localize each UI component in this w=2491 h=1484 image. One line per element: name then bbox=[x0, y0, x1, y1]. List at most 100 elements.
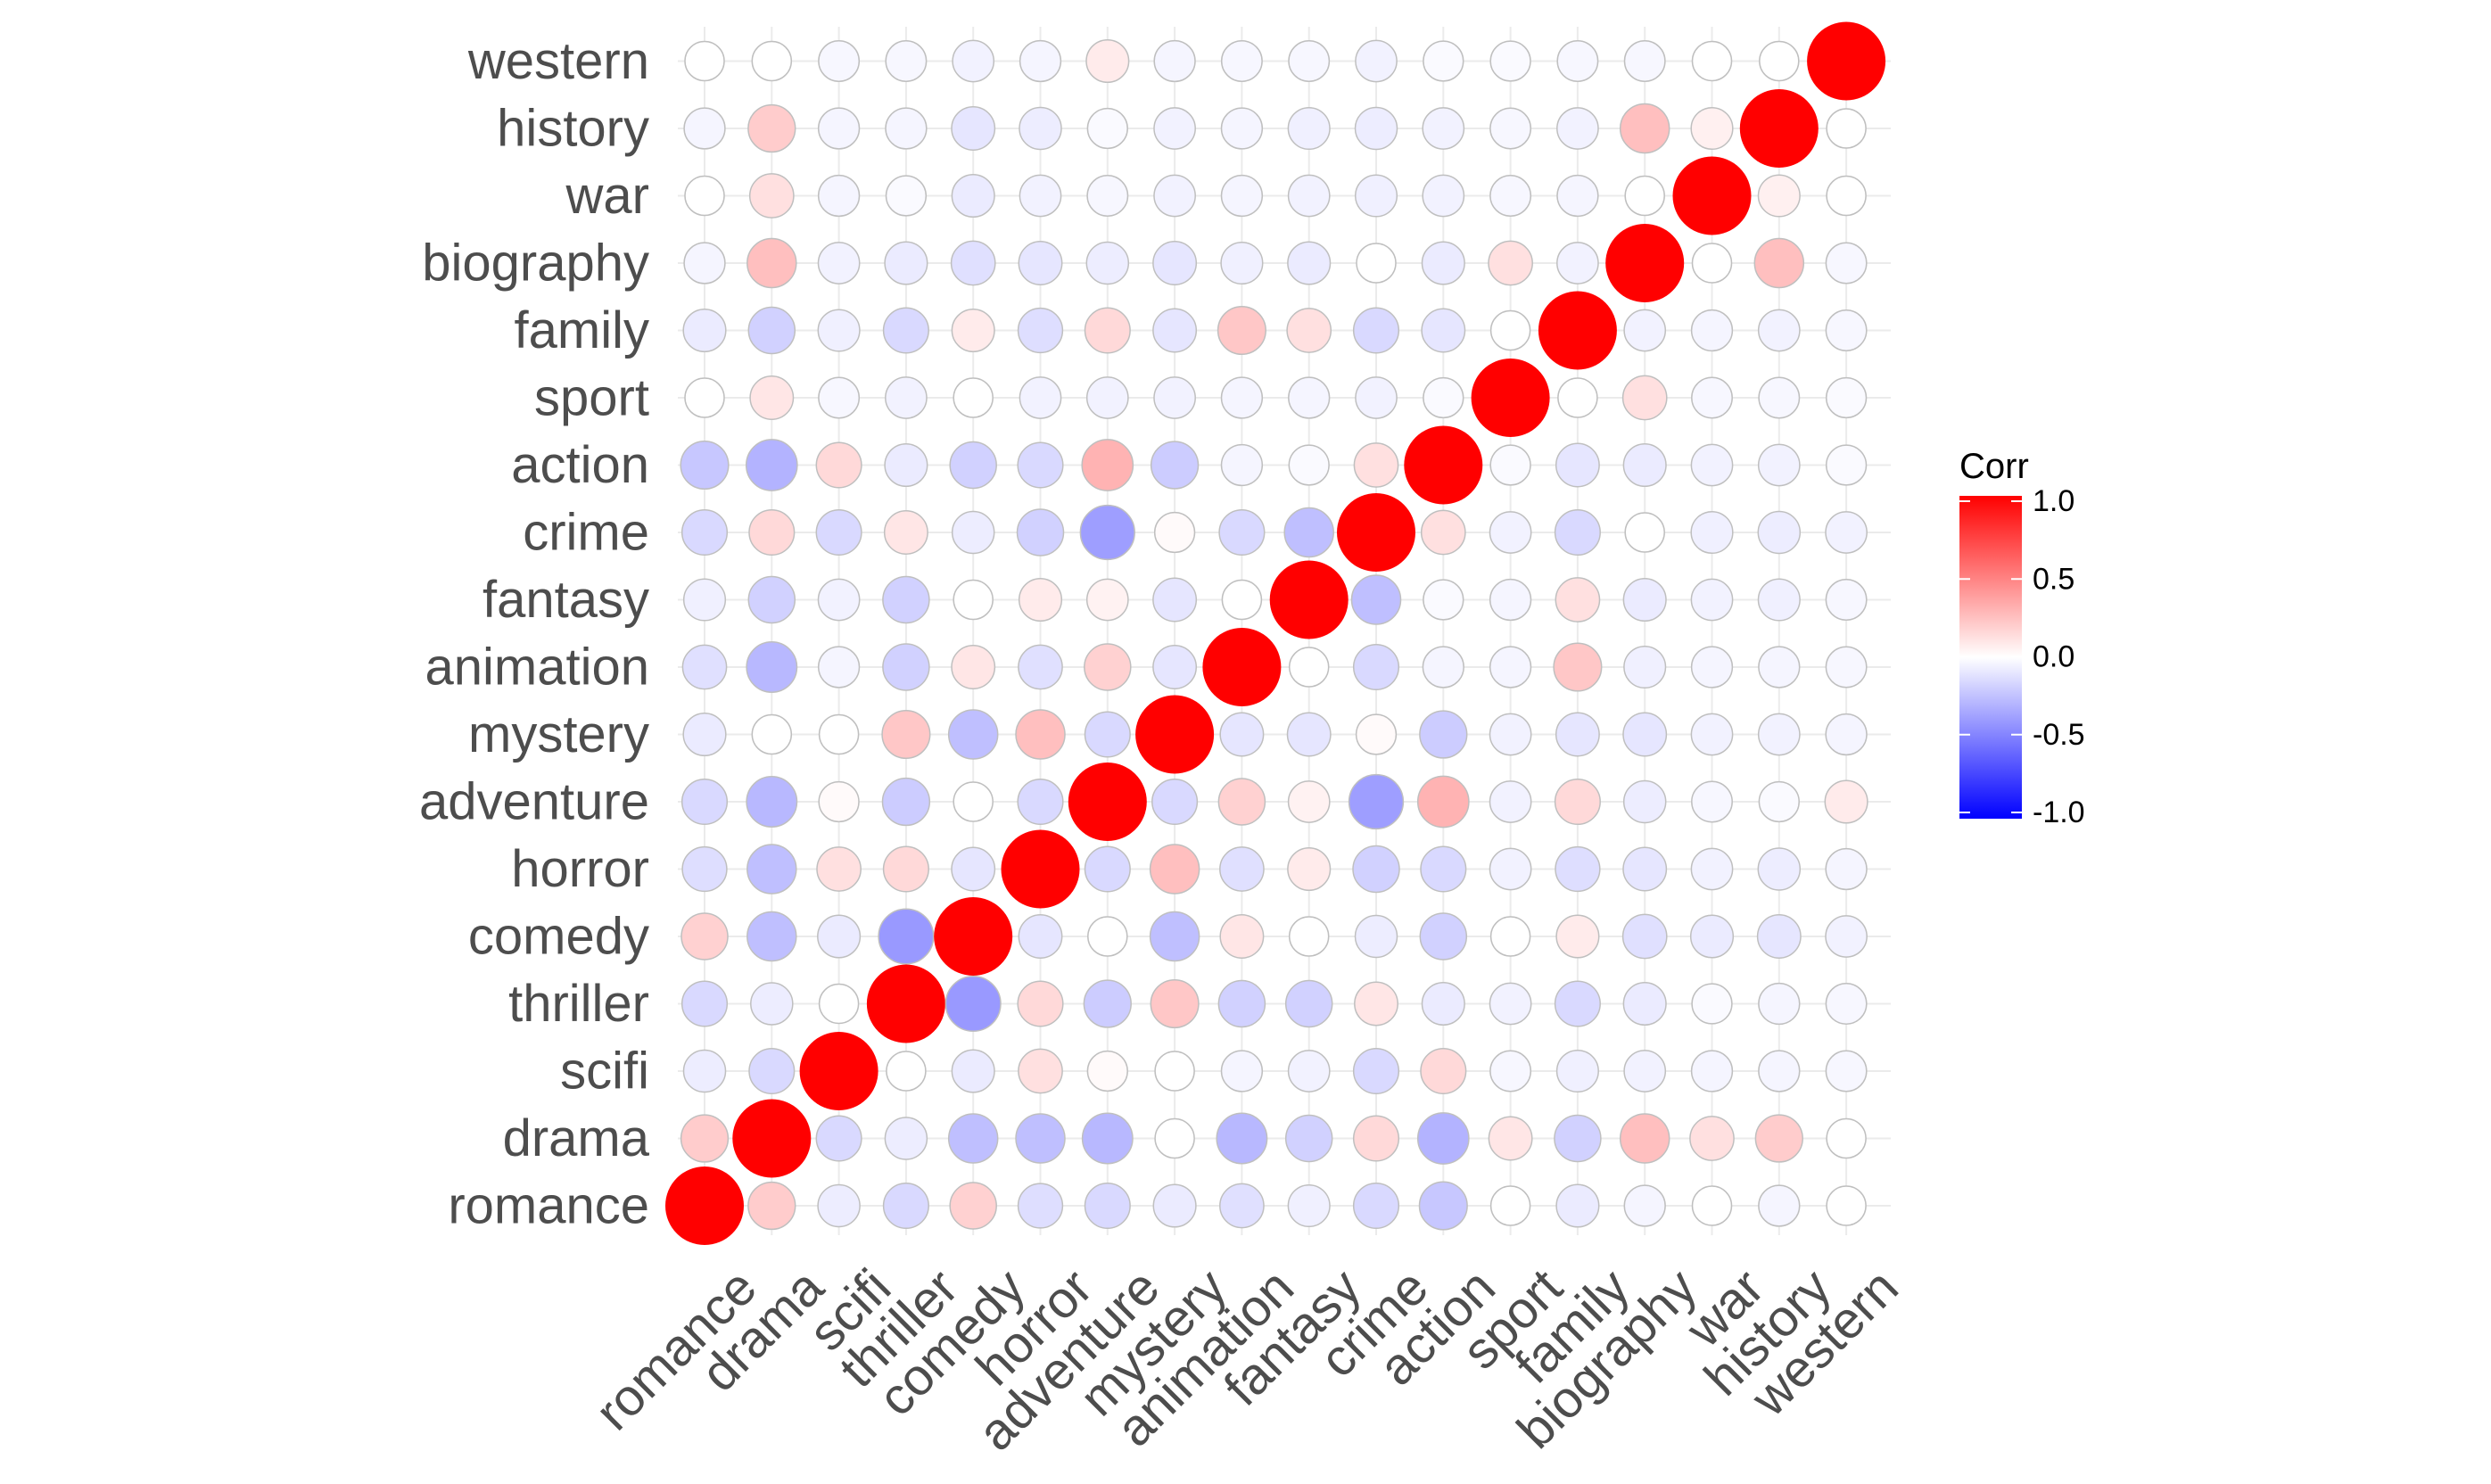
corr-circle-fantasy-thriller bbox=[882, 575, 930, 624]
corr-circle-action-history bbox=[1757, 443, 1801, 487]
corr-circle-animation-comedy bbox=[951, 645, 996, 689]
y-tick-label-animation: animation bbox=[425, 639, 649, 697]
y-tick-label-thriller: thriller bbox=[508, 975, 649, 1033]
corr-circle-sport-action bbox=[1423, 376, 1464, 419]
corr-circle-biography-crime bbox=[1356, 243, 1397, 284]
legend-tick-label: -1.0 bbox=[2033, 796, 2085, 829]
corr-circle-adventure-biography bbox=[1622, 779, 1667, 824]
corr-circle-thriller-action bbox=[1421, 981, 1465, 1026]
corr-circle-horror-animation bbox=[1219, 846, 1265, 892]
corr-circle-thriller-scifi bbox=[818, 983, 860, 1025]
y-tick-label-western: western bbox=[467, 32, 649, 90]
corr-circle-biography-action bbox=[1421, 241, 1465, 285]
corr-circle-crime-adventure bbox=[1079, 504, 1135, 561]
corr-circle-action-drama bbox=[745, 439, 798, 491]
corr-circle-romance-western bbox=[1826, 1185, 1867, 1226]
corr-circle-mystery-animation bbox=[1219, 712, 1265, 757]
corr-circle-fantasy-history bbox=[1757, 578, 1801, 622]
corr-circle-sport-scifi bbox=[818, 376, 861, 419]
corr-circle-scifi-crime bbox=[1352, 1047, 1400, 1095]
corr-circle-thriller-adventure bbox=[1083, 979, 1132, 1028]
corr-circle-adventure-comedy bbox=[953, 781, 994, 822]
corr-circle-thriller-horror bbox=[1017, 980, 1064, 1027]
corr-circle-adventure-action bbox=[1416, 775, 1470, 829]
corr-circle-war-crime bbox=[1354, 174, 1398, 218]
corr-circle-crime-thriller bbox=[883, 510, 928, 555]
y-tick-label-war: war bbox=[565, 167, 649, 225]
corr-circle-adventure-romance bbox=[680, 778, 729, 826]
corr-circle-biography-history bbox=[1753, 237, 1805, 289]
corr-circle-western-family bbox=[1556, 40, 1599, 82]
corr-circle-biography-mystery bbox=[1152, 241, 1198, 285]
corr-circle-horror-western bbox=[1825, 847, 1868, 891]
corr-circle-mystery-fantasy bbox=[1286, 712, 1332, 757]
corr-circle-drama-comedy bbox=[947, 1113, 999, 1164]
corr-circle-animation-war bbox=[1690, 646, 1734, 688]
corr-circle-crime-family bbox=[1554, 508, 1601, 556]
corr-circle-horror-horror bbox=[1001, 829, 1080, 909]
corr-circle-fantasy-adventure bbox=[1085, 578, 1129, 622]
corr-circle-action-scifi bbox=[815, 441, 862, 489]
corr-circle-war-mystery bbox=[1153, 174, 1196, 218]
y-tick-label-romance: romance bbox=[448, 1177, 649, 1235]
corr-circle-drama-western bbox=[1826, 1117, 1867, 1159]
corr-circle-horror-adventure bbox=[1084, 845, 1131, 893]
corr-circle-comedy-action bbox=[1419, 912, 1468, 960]
corr-circle-romance-drama bbox=[747, 1181, 796, 1231]
corr-circle-western-sport bbox=[1489, 40, 1531, 82]
legend-tick-label: -0.5 bbox=[2033, 718, 2085, 752]
corr-circle-scifi-scifi bbox=[799, 1032, 878, 1110]
y-tick-label-crime: crime bbox=[523, 504, 649, 562]
corr-circle-comedy-horror bbox=[1018, 914, 1063, 959]
corr-circle-mystery-sport bbox=[1489, 713, 1532, 756]
corr-circle-history-sport bbox=[1489, 107, 1532, 150]
corr-circle-history-family bbox=[1556, 107, 1599, 150]
corr-circle-biography-western bbox=[1825, 242, 1868, 284]
corr-circle-biography-thriller bbox=[884, 241, 928, 285]
corr-circle-comedy-fantasy bbox=[1288, 916, 1330, 957]
corr-circle-biography-animation bbox=[1220, 241, 1264, 285]
corr-circle-western-horror bbox=[1019, 39, 1062, 83]
corr-circle-romance-sport bbox=[1489, 1185, 1531, 1226]
corr-circle-biography-sport bbox=[1488, 240, 1533, 286]
corr-circle-drama-thriller bbox=[884, 1117, 928, 1160]
corr-circle-western-romance bbox=[684, 40, 725, 82]
corr-circle-romance-history bbox=[1758, 1184, 1801, 1227]
corr-circle-crime-horror bbox=[1016, 508, 1065, 556]
corr-circle-war-family bbox=[1556, 174, 1599, 218]
corr-circle-comedy-crime bbox=[1354, 914, 1398, 959]
corr-circle-crime-war bbox=[1690, 510, 1734, 555]
corr-circle-mystery-history bbox=[1757, 713, 1801, 756]
corr-circle-thriller-fantasy bbox=[1284, 979, 1333, 1028]
corr-circle-mystery-western bbox=[1825, 713, 1868, 756]
corr-circle-drama-animation bbox=[1216, 1112, 1268, 1165]
corr-circle-family-crime bbox=[1352, 307, 1400, 354]
corr-circle-history-biography bbox=[1619, 103, 1670, 154]
corr-circle-animation-scifi bbox=[817, 646, 861, 688]
y-tick-label-mystery: mystery bbox=[468, 705, 649, 763]
corr-circle-drama-family bbox=[1554, 1114, 1602, 1163]
corr-circle-mystery-action bbox=[1419, 710, 1468, 759]
corr-circle-action-adventure bbox=[1081, 439, 1134, 491]
corr-circle-sport-sport bbox=[1471, 359, 1550, 437]
corr-circle-drama-crime bbox=[1352, 1115, 1400, 1162]
corr-circle-western-crime bbox=[1355, 39, 1398, 83]
corr-circle-horror-romance bbox=[681, 845, 728, 893]
corr-circle-comedy-biography bbox=[1621, 913, 1668, 960]
corr-circle-action-comedy bbox=[949, 441, 997, 490]
corr-circle-horror-war bbox=[1690, 847, 1734, 891]
corr-circle-drama-sport bbox=[1488, 1116, 1533, 1161]
corr-circle-mystery-horror bbox=[1015, 709, 1066, 760]
y-tick-label-comedy: comedy bbox=[468, 908, 649, 966]
corr-circle-mystery-comedy bbox=[947, 709, 999, 760]
corr-circle-drama-action bbox=[1416, 1112, 1470, 1165]
corr-circle-romance-crime bbox=[1352, 1182, 1400, 1230]
corr-circle-sport-horror bbox=[1019, 376, 1062, 419]
legend: Corr 1.0 0.5 0.0 -0.5 -1.0 bbox=[1959, 447, 2085, 829]
y-axis-labels: romance drama scifi thriller comedy horror adv… bbox=[419, 32, 650, 1235]
corr-circle-scifi-sport bbox=[1489, 1050, 1532, 1092]
corr-circle-romance-thriller bbox=[882, 1182, 929, 1230]
corr-circle-horror-drama bbox=[746, 844, 797, 895]
corr-circle-fantasy-romance bbox=[682, 578, 727, 622]
y-tick-label-adventure: adventure bbox=[419, 773, 649, 831]
